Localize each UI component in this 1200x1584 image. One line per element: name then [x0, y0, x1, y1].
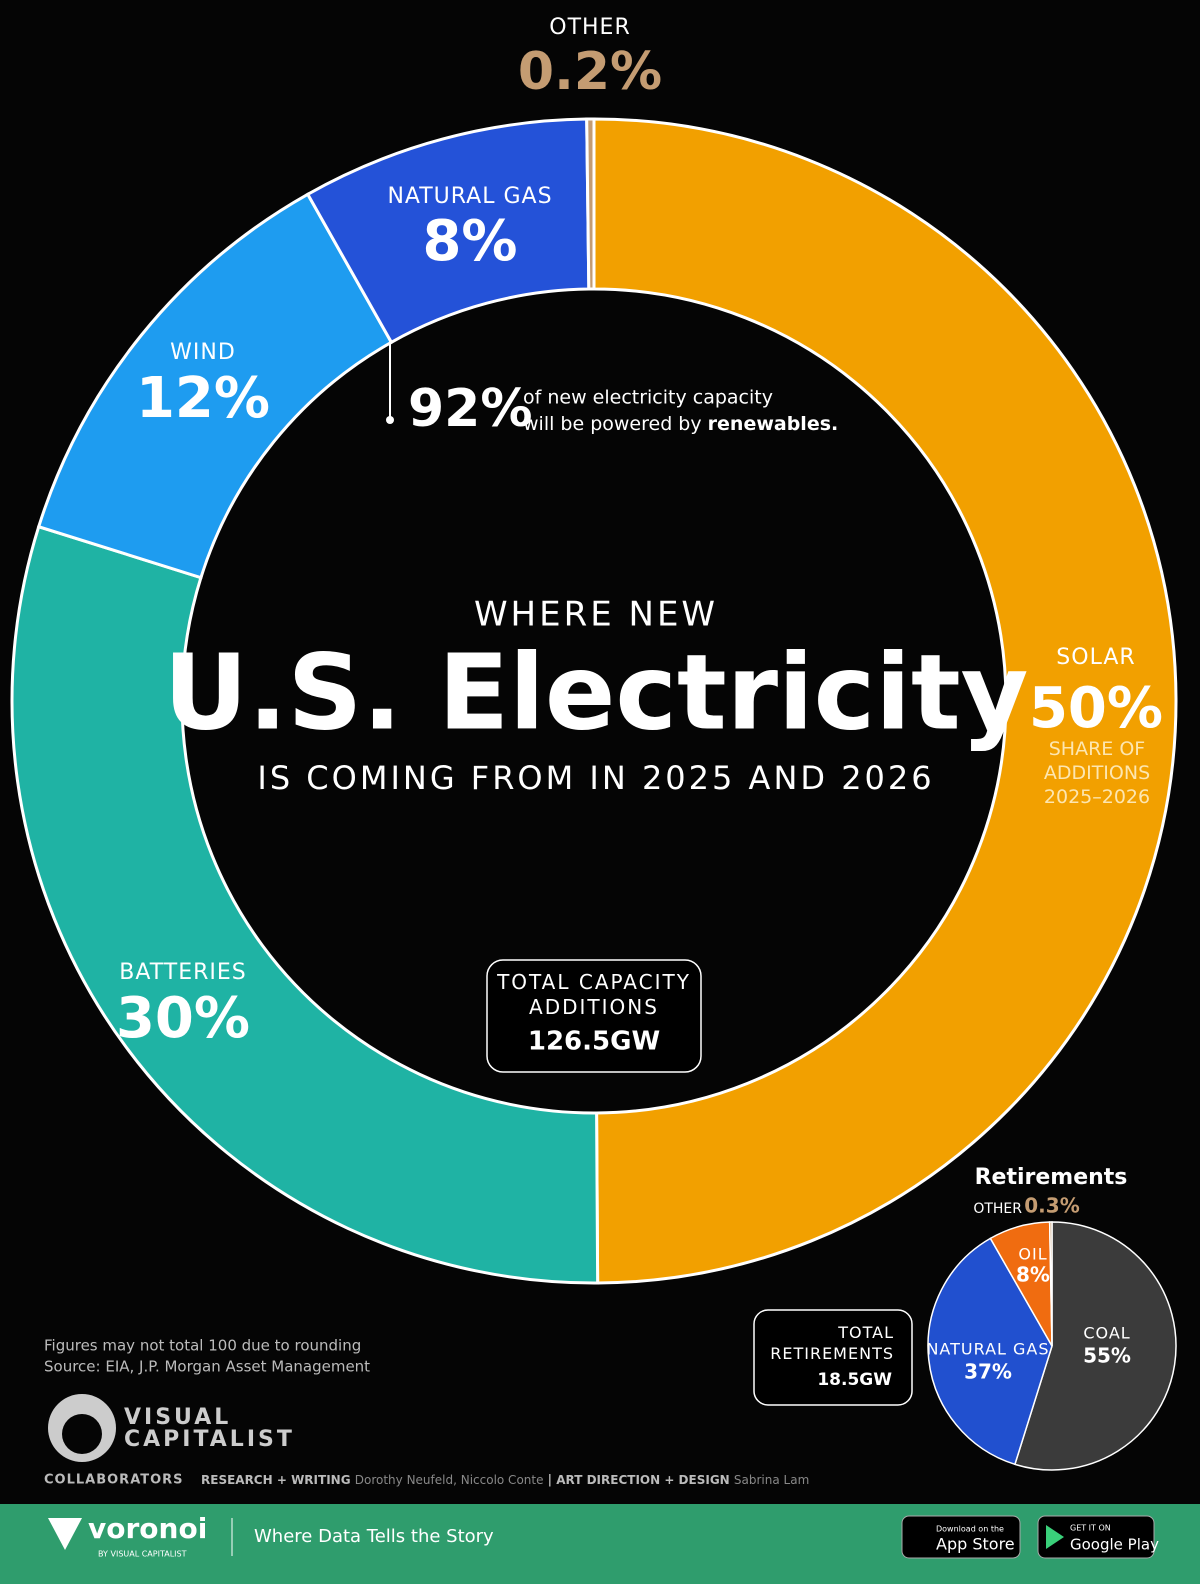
- total-box: [486, 959, 702, 1073]
- footer-brand: voronoi: [88, 1512, 207, 1545]
- value-label: 37%: [964, 1360, 1012, 1384]
- credits-role: RESEARCH + WRITING Dorothy Neufeld, Nicc…: [201, 1473, 809, 1487]
- pretitle: WHERE NEW: [474, 595, 718, 635]
- category-label: OTHER: [973, 1201, 1022, 1217]
- category-label: WIND: [170, 340, 236, 365]
- annotation-value: 92%: [408, 379, 532, 439]
- slice: [927, 1237, 1053, 1466]
- slice: [1013, 1221, 1177, 1471]
- retire-label: TOTAL RETIREMENTS: [770, 1323, 894, 1363]
- category-label: OIL: [1018, 1245, 1047, 1264]
- category-label: BATTERIES: [119, 960, 246, 985]
- retire-label: TOTAL RETIREMENTS: [770, 1323, 894, 1363]
- category-label: SOLAR: [1056, 645, 1135, 670]
- total-label: TOTAL CAPACITY ADDITIONS: [497, 970, 691, 1019]
- value-label: 55%: [1083, 1344, 1131, 1368]
- app-store-label: App Store: [936, 1535, 1015, 1554]
- credits-heading: COLLABORATORS: [44, 1473, 184, 1488]
- footer-tagline: Where Data Tells the Story: [254, 1526, 494, 1547]
- annotation-text: of new electricity capacity: [523, 387, 773, 409]
- app-store-small: Download on the: [936, 1525, 1004, 1534]
- annotation-dot: [386, 416, 394, 424]
- logo-mark: [62, 1414, 102, 1454]
- title: U.S. Electricity: [164, 631, 1029, 753]
- credits-names: Dorothy Neufeld, Niccolo Conte: [355, 1473, 544, 1487]
- note: Figures may not total 100 due to roundin…: [44, 1337, 361, 1355]
- annotation-text: will be powered by renewables.: [523, 413, 838, 435]
- footer-logo: [48, 1518, 82, 1550]
- retire-box: [753, 1309, 913, 1406]
- value-label: 0.3%: [1024, 1194, 1079, 1218]
- total-value: 126.5GW: [528, 1027, 660, 1057]
- credits-role: ART DIRECTION + DESIGN: [556, 1473, 729, 1487]
- value-label: 30%: [116, 986, 250, 1051]
- play-icon: [1046, 1525, 1064, 1549]
- footer-byline: BY VISUAL CAPITALIST: [98, 1550, 187, 1559]
- value-label: 8%: [1016, 1263, 1050, 1287]
- source: Source: EIA, J.P. Morgan Asset Managemen…: [44, 1358, 370, 1376]
- pie-title: Retirements: [975, 1165, 1128, 1190]
- annotation-text: will be powered by: [523, 413, 702, 435]
- texts: WHERE NEW U.S. Electricity IS COMING FRO…: [0, 340, 1200, 1584]
- value-label: 0.2%: [518, 42, 662, 102]
- slice: [1048, 1221, 1053, 1347]
- logo-text: CAPITALIST: [124, 1427, 295, 1452]
- google-play-small: GET IT ON: [1070, 1524, 1111, 1533]
- logo-text: VISUAL: [124, 1405, 231, 1430]
- value-label: 12%: [136, 366, 270, 431]
- value-note: SHARE OF ADDITIONS 2025–2026: [1044, 738, 1150, 808]
- annotation-emphasis: renewables.: [708, 413, 839, 435]
- slice: [585, 117, 596, 291]
- google-play-label: Google Play: [1070, 1536, 1159, 1554]
- category-label: OTHER: [549, 15, 630, 40]
- total-label: TOTAL CAPACITY ADDITIONS: [497, 970, 691, 1019]
- credits-names: Sabrina Lam: [734, 1473, 809, 1487]
- category-label: NATURAL GAS: [387, 184, 552, 209]
- credits-role: RESEARCH + WRITING: [201, 1473, 351, 1487]
- ring-glow: [181, 288, 1007, 1114]
- retire-value: 18.5GW: [817, 1370, 892, 1390]
- category-label: COAL: [1083, 1324, 1130, 1343]
- subtitle: IS COMING FROM IN 2025 AND 2026: [257, 759, 934, 797]
- category-label: NATURAL GAS: [926, 1340, 1049, 1359]
- value-label: 50%: [1029, 676, 1163, 741]
- value-label: 8%: [422, 209, 517, 274]
- google-play-button[interactable]: [1037, 1515, 1155, 1559]
- app-store-button[interactable]: [901, 1515, 1021, 1559]
